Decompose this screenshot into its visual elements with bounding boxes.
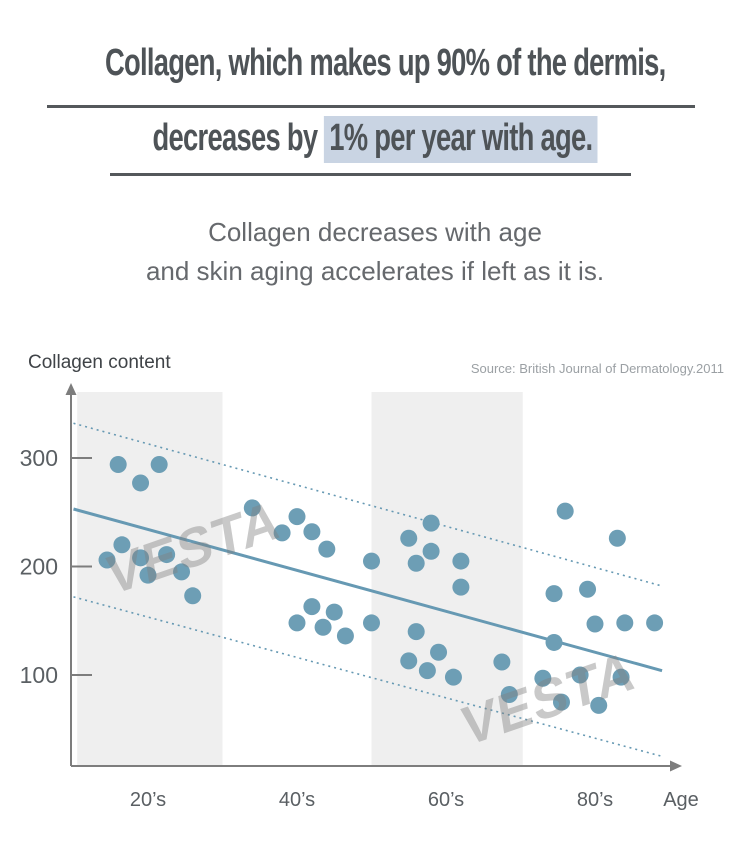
data-point bbox=[608, 529, 626, 547]
data-point bbox=[139, 566, 157, 584]
title-line2-prefix: decreases by bbox=[152, 117, 325, 159]
data-point bbox=[407, 554, 425, 572]
x-axis-arrow-icon bbox=[670, 760, 682, 772]
data-point bbox=[400, 652, 418, 670]
y-axis-arrow-icon bbox=[65, 383, 77, 395]
data-point bbox=[184, 587, 202, 605]
data-point bbox=[418, 662, 436, 680]
data-point bbox=[579, 580, 597, 598]
data-point bbox=[109, 456, 127, 474]
chart-y-axis-title: Collagen content bbox=[28, 352, 171, 373]
subtitle-line1: Collagen decreases with age bbox=[208, 217, 542, 247]
title-highlight: 1% per year with age. bbox=[324, 116, 598, 163]
data-point bbox=[545, 633, 563, 651]
data-point bbox=[400, 529, 418, 547]
page-title-line2: decreases by 1% per year with age. bbox=[105, 116, 645, 163]
data-point bbox=[158, 546, 176, 564]
data-point bbox=[132, 474, 150, 492]
data-point bbox=[444, 668, 462, 686]
page-title-line1: Collagen, which makes up 90% of the derm… bbox=[105, 42, 666, 84]
data-point bbox=[173, 563, 191, 581]
data-point bbox=[430, 643, 448, 661]
data-point bbox=[545, 585, 563, 603]
data-point bbox=[422, 542, 440, 560]
data-point bbox=[452, 578, 470, 596]
y-tick-label: 300 bbox=[20, 445, 58, 471]
data-point bbox=[556, 502, 574, 520]
subtitle-line2: and skin aging accelerates if left as it… bbox=[145, 256, 605, 286]
x-tick-label: 20’s bbox=[130, 789, 166, 811]
data-point bbox=[363, 552, 380, 570]
data-point bbox=[571, 666, 589, 684]
data-point bbox=[132, 549, 150, 567]
x-tick-label: 80’s bbox=[577, 789, 613, 811]
data-point bbox=[113, 536, 131, 554]
data-point bbox=[98, 551, 116, 569]
data-point bbox=[318, 540, 336, 558]
trend-line bbox=[73, 507, 663, 673]
data-point bbox=[534, 669, 552, 687]
data-point bbox=[407, 623, 425, 641]
title-underline-2 bbox=[110, 173, 631, 176]
data-point bbox=[288, 508, 306, 526]
data-point bbox=[314, 618, 332, 636]
data-point bbox=[500, 686, 518, 704]
data-point bbox=[586, 615, 604, 633]
data-point bbox=[493, 653, 511, 671]
data-point bbox=[273, 524, 291, 542]
data-point bbox=[336, 627, 354, 645]
data-point bbox=[552, 693, 570, 711]
data-point bbox=[422, 514, 440, 532]
data-point bbox=[612, 668, 630, 686]
x-tick-label: 60’s bbox=[428, 789, 464, 811]
x-axis-title: Age bbox=[663, 789, 699, 811]
shaded-band bbox=[371, 392, 523, 766]
data-point bbox=[303, 523, 321, 541]
data-point bbox=[288, 614, 306, 632]
y-tick-label: 200 bbox=[20, 554, 58, 580]
y-tick-label: 100 bbox=[20, 662, 58, 688]
data-point bbox=[452, 552, 470, 570]
data-point bbox=[243, 499, 261, 517]
data-point bbox=[646, 614, 664, 632]
subtitle: Collagen decreases with age and skin agi… bbox=[0, 213, 750, 291]
data-point bbox=[616, 614, 634, 632]
chart-source: Source: British Journal of Dermatology.2… bbox=[470, 361, 724, 376]
data-point bbox=[590, 696, 608, 714]
data-point bbox=[303, 598, 321, 616]
data-point bbox=[150, 456, 168, 474]
data-point bbox=[363, 614, 380, 632]
x-tick-label: 40’s bbox=[279, 789, 315, 811]
title-underline-1 bbox=[47, 105, 695, 108]
data-point bbox=[325, 603, 343, 621]
